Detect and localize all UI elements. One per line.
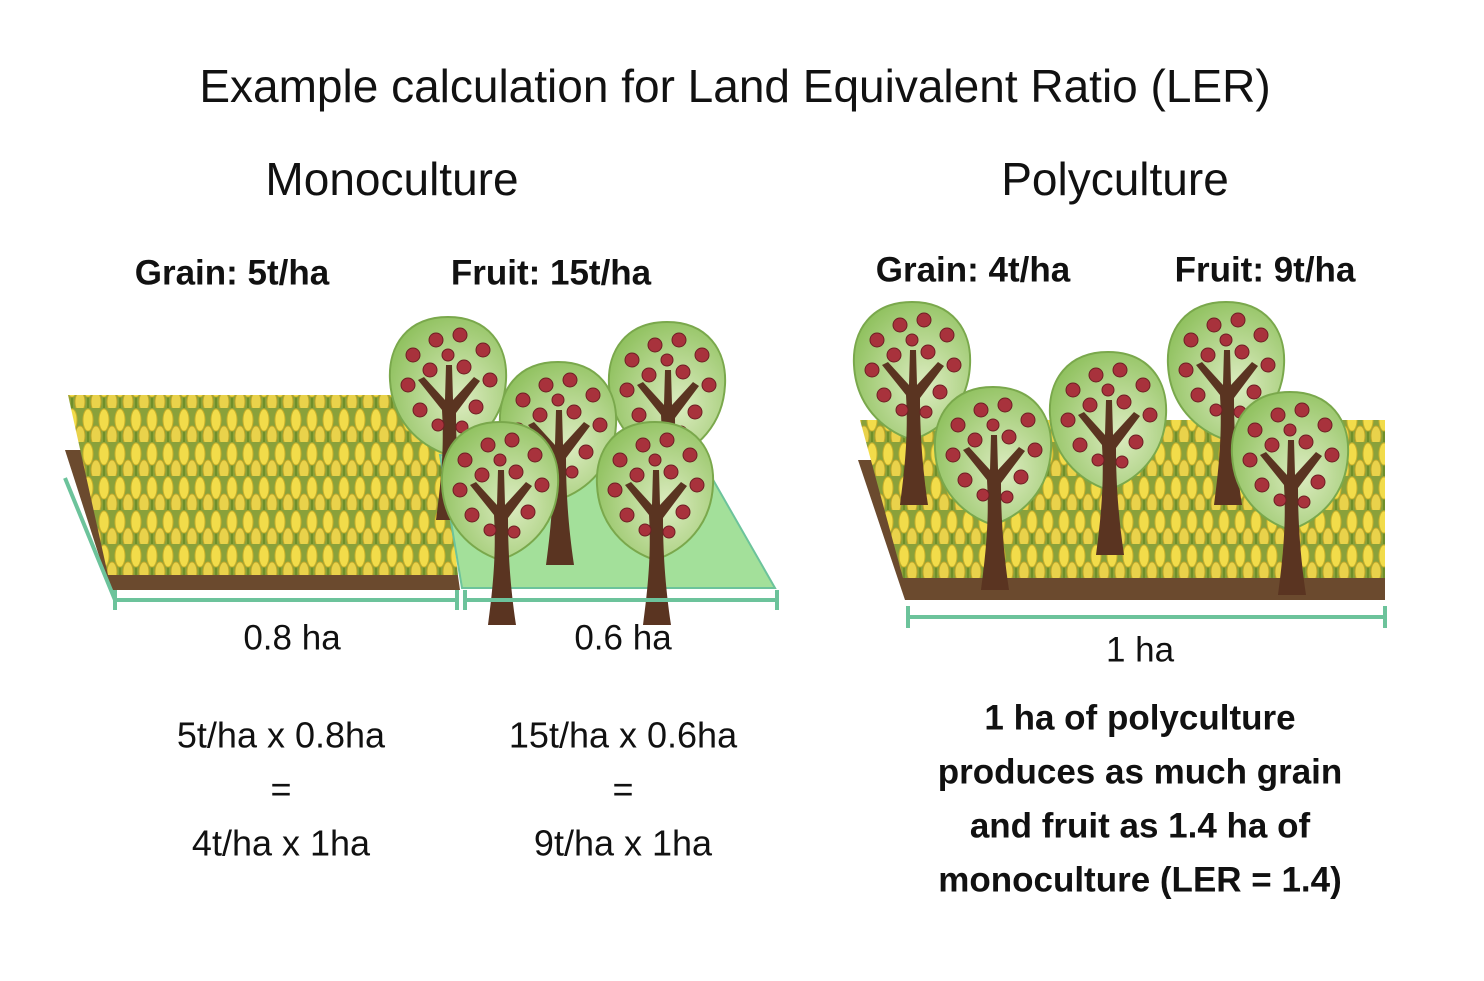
grain-label: Grain: 4t/ha xyxy=(876,250,1071,289)
conclusion-line: and fruit as 1.4 ha of xyxy=(970,806,1311,845)
mono-field xyxy=(65,317,777,625)
calc-line: = xyxy=(270,769,291,810)
calc-line: 4t/ha x 1ha xyxy=(192,823,371,864)
calc-line: 9t/ha x 1ha xyxy=(534,823,713,864)
heading: Polyculture xyxy=(1001,153,1229,205)
title: Example calculation for Land Equivalent … xyxy=(199,60,1270,112)
area-label: 0.6 ha xyxy=(574,618,672,657)
area-label: 0.8 ha xyxy=(243,618,341,657)
grain-label: Grain: 5t/ha xyxy=(135,253,330,292)
poly-field xyxy=(854,302,1385,600)
mono-measure xyxy=(63,477,779,610)
area-label: 1 ha xyxy=(1106,630,1175,669)
calc-line: 5t/ha x 0.8ha xyxy=(177,715,386,756)
heading: Monoculture xyxy=(265,153,518,205)
conclusion-line: produces as much grain xyxy=(938,752,1343,791)
calc-line: 15t/ha x 0.6ha xyxy=(509,715,738,756)
fruit-label: Fruit: 15t/ha xyxy=(451,253,652,292)
conclusion-line: monoculture (LER = 1.4) xyxy=(938,860,1342,899)
poly-measure xyxy=(906,606,1387,628)
calc-line: = xyxy=(612,769,633,810)
fruit-label: Fruit: 9t/ha xyxy=(1175,250,1356,289)
conclusion-line: 1 ha of polyculture xyxy=(984,698,1295,737)
